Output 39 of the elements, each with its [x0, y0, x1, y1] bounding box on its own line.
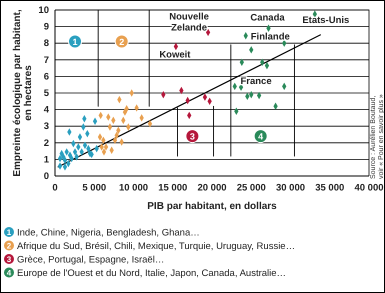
text: 1: [6, 228, 12, 237]
x-tick-label: 20 000: [197, 182, 227, 194]
x-tick-label: 0: [52, 182, 58, 194]
annotation: 3: [190, 132, 195, 142]
text: 4: [6, 268, 12, 278]
y-tick-label: 8: [44, 38, 49, 50]
y-tick-label: 9: [44, 22, 49, 33]
x-tick-label: 5 000: [82, 182, 106, 194]
x-tick-label: 10 000: [118, 182, 148, 194]
y-tick-label: 3: [44, 121, 49, 132]
legend-label: Grèce, Portugal, Espagne, Israël…: [17, 254, 164, 266]
annotation: 2: [119, 37, 124, 48]
y-tick-label: 1: [44, 154, 50, 166]
x-tick-label: 30 000: [276, 182, 306, 194]
legend-label: Afrique du Sud, Brésil, Chili, Mexique, Turquie, Uruguay, Russie…: [17, 241, 296, 252]
legend-label: Europe de l'Ouest et du Nord, Italie, Japon, Canada, Australie…: [17, 268, 286, 279]
annotation: Finlande: [250, 32, 290, 43]
annotation: Canada: [250, 12, 286, 24]
annotation: Koweit: [159, 50, 192, 61]
text: 2: [6, 242, 12, 250]
y-tick-label: 10: [38, 5, 49, 16]
y-tick-label: 6: [44, 71, 49, 82]
annotation: 4: [258, 132, 264, 142]
annotation: Etats-Unis: [302, 15, 350, 26]
y-tick-label: 5: [44, 88, 50, 100]
x-axis-title: PIB par habitant, en dollars: [147, 201, 278, 212]
legend-label: Inde, Chine, Nigeria, Bengladesh, Ghana…: [17, 228, 200, 238]
annotation: France: [240, 76, 272, 88]
text: 3: [6, 255, 12, 264]
y-tick-label: 0: [44, 171, 49, 182]
y-tick-label: 4: [44, 104, 50, 116]
x-tick-label: 25 000: [236, 182, 266, 194]
y-axis-title: Empreinte écologique par habitant, en hectares: [12, 9, 34, 177]
x-tick-label: 40 000: [354, 182, 384, 194]
annotation: 1: [72, 37, 78, 48]
x-tick-label: 15 000: [158, 182, 188, 194]
x-tick-label: 35 000: [315, 182, 344, 194]
y-tick-label: 2: [44, 138, 49, 149]
y-tick-label: 7: [44, 54, 49, 66]
